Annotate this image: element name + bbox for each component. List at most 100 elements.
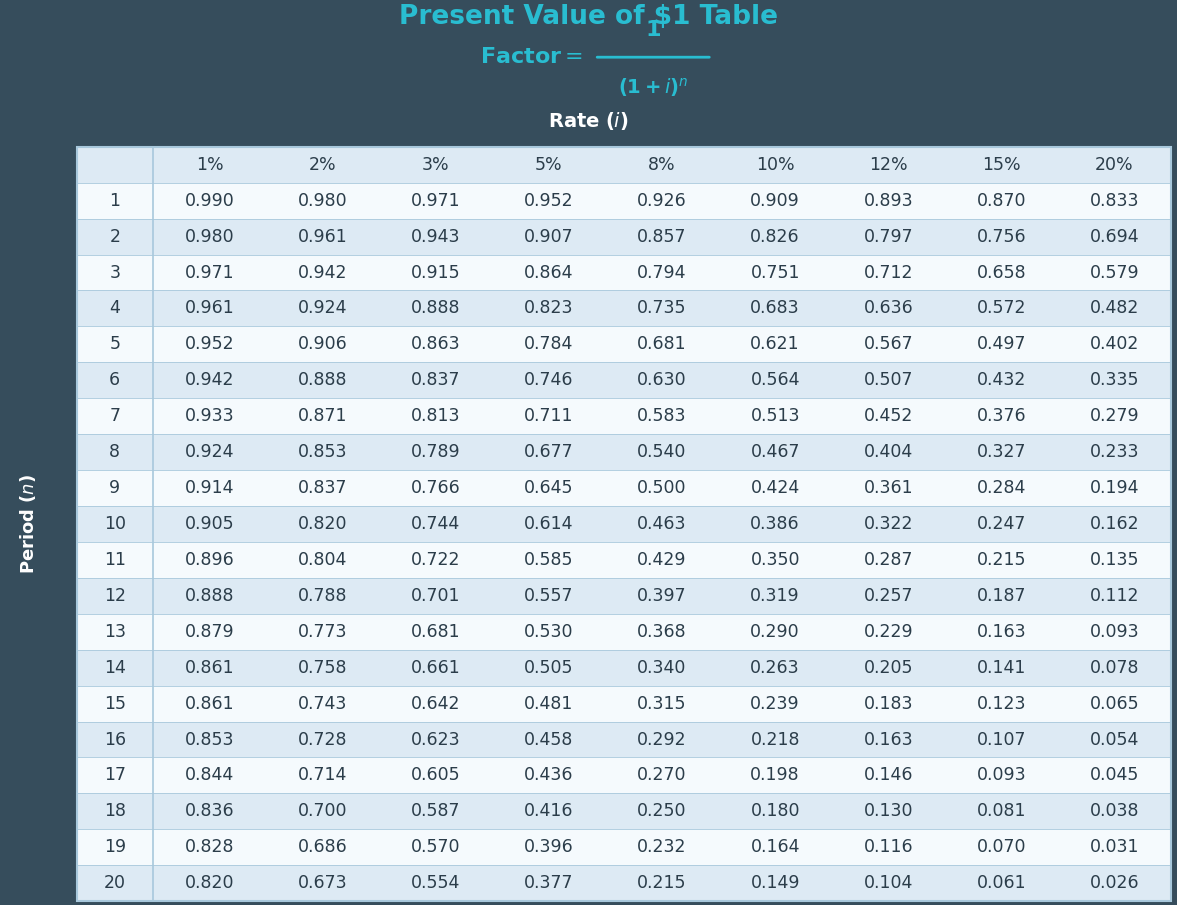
Text: 0.061: 0.061 [977, 874, 1026, 892]
Text: 0.711: 0.711 [524, 407, 573, 425]
Text: 0.070: 0.070 [977, 838, 1026, 856]
Text: 0.864: 0.864 [524, 263, 573, 281]
Text: 0.844: 0.844 [185, 767, 234, 785]
FancyBboxPatch shape [77, 757, 1171, 794]
Text: 4: 4 [109, 300, 120, 318]
Text: 0.971: 0.971 [411, 192, 460, 210]
Text: 0.315: 0.315 [637, 695, 687, 712]
Text: 13: 13 [104, 623, 126, 641]
FancyBboxPatch shape [77, 398, 1171, 434]
Text: 0.879: 0.879 [185, 623, 234, 641]
Text: 2%: 2% [308, 156, 337, 174]
Text: 0.229: 0.229 [864, 623, 913, 641]
Text: 0.540: 0.540 [638, 443, 686, 462]
Text: 0.198: 0.198 [751, 767, 800, 785]
Text: 0.820: 0.820 [298, 515, 347, 533]
Text: 0.621: 0.621 [751, 336, 800, 353]
Text: 0.557: 0.557 [524, 586, 573, 605]
Text: 0.481: 0.481 [524, 695, 573, 712]
Text: 0.247: 0.247 [977, 515, 1026, 533]
Text: 0.432: 0.432 [977, 371, 1026, 389]
Text: 0.924: 0.924 [185, 443, 234, 462]
Text: 0.377: 0.377 [524, 874, 573, 892]
Text: 0.826: 0.826 [751, 228, 800, 245]
Text: 0.961: 0.961 [298, 228, 347, 245]
Text: 0.896: 0.896 [185, 551, 234, 569]
Text: 0.673: 0.673 [298, 874, 347, 892]
Text: 0.980: 0.980 [185, 228, 234, 245]
Text: 0.751: 0.751 [751, 263, 800, 281]
Text: 0.530: 0.530 [524, 623, 573, 641]
Text: 0.078: 0.078 [1090, 659, 1139, 677]
FancyBboxPatch shape [77, 829, 1171, 865]
Text: 0.694: 0.694 [1090, 228, 1139, 245]
Text: 0.863: 0.863 [411, 336, 460, 353]
Text: 0.507: 0.507 [864, 371, 913, 389]
Text: 0.773: 0.773 [298, 623, 347, 641]
Text: 12%: 12% [869, 156, 907, 174]
Text: 0.914: 0.914 [185, 479, 234, 497]
Text: 0.396: 0.396 [524, 838, 574, 856]
Text: 0.645: 0.645 [524, 479, 573, 497]
Text: 10%: 10% [756, 156, 794, 174]
Text: 16: 16 [104, 730, 126, 748]
Text: 3%: 3% [423, 156, 450, 174]
Text: 0.888: 0.888 [298, 371, 347, 389]
Text: 0.971: 0.971 [185, 263, 234, 281]
Text: 0.436: 0.436 [524, 767, 573, 785]
Text: 0.424: 0.424 [751, 479, 800, 497]
Text: 0.257: 0.257 [864, 586, 913, 605]
Text: 0.857: 0.857 [637, 228, 687, 245]
Text: 0.746: 0.746 [524, 371, 573, 389]
Text: 0.065: 0.065 [1090, 695, 1139, 712]
Text: 0.038: 0.038 [1090, 803, 1139, 820]
Text: 0.722: 0.722 [411, 551, 460, 569]
Text: 0.564: 0.564 [751, 371, 800, 389]
Text: 0.614: 0.614 [524, 515, 573, 533]
FancyBboxPatch shape [77, 865, 1171, 901]
Text: 2: 2 [109, 228, 120, 245]
Text: 0.683: 0.683 [751, 300, 800, 318]
Text: 0.833: 0.833 [1090, 192, 1139, 210]
Text: 0.130: 0.130 [864, 803, 913, 820]
Text: 0.335: 0.335 [1090, 371, 1139, 389]
FancyBboxPatch shape [77, 147, 1171, 183]
Text: 20%: 20% [1096, 156, 1133, 174]
Text: 0.327: 0.327 [977, 443, 1026, 462]
Text: 0.836: 0.836 [185, 803, 234, 820]
Text: 0.164: 0.164 [751, 838, 800, 856]
Text: 0.376: 0.376 [977, 407, 1026, 425]
Text: 0.239: 0.239 [751, 695, 800, 712]
Text: 0.350: 0.350 [751, 551, 800, 569]
Text: 0.397: 0.397 [637, 586, 687, 605]
Text: 12: 12 [104, 586, 126, 605]
FancyBboxPatch shape [77, 578, 1171, 614]
Text: 0.279: 0.279 [1090, 407, 1139, 425]
Text: 0.853: 0.853 [298, 443, 347, 462]
Text: 0.933: 0.933 [185, 407, 234, 425]
Text: 1%: 1% [195, 156, 224, 174]
Text: 0.187: 0.187 [977, 586, 1026, 605]
Text: 0.915: 0.915 [411, 263, 460, 281]
Text: 0.402: 0.402 [1090, 336, 1139, 353]
Text: 17: 17 [104, 767, 126, 785]
Text: 0.233: 0.233 [1090, 443, 1139, 462]
Text: 0.756: 0.756 [977, 228, 1026, 245]
Text: 0.500: 0.500 [637, 479, 687, 497]
Text: 0.681: 0.681 [637, 336, 687, 353]
Text: 0.585: 0.585 [524, 551, 573, 569]
Text: 0.943: 0.943 [411, 228, 460, 245]
Text: 0.482: 0.482 [1090, 300, 1139, 318]
Text: 0.861: 0.861 [185, 695, 234, 712]
Text: 0.587: 0.587 [411, 803, 460, 820]
Text: 0.505: 0.505 [524, 659, 573, 677]
Text: 0.823: 0.823 [524, 300, 573, 318]
Text: 0.045: 0.045 [1090, 767, 1139, 785]
Text: 0.743: 0.743 [298, 695, 347, 712]
Text: 0.788: 0.788 [298, 586, 347, 605]
Text: 10: 10 [104, 515, 126, 533]
Text: 18: 18 [104, 803, 126, 820]
Text: 0.942: 0.942 [185, 371, 234, 389]
Text: 0.135: 0.135 [1090, 551, 1139, 569]
Text: 0.361: 0.361 [864, 479, 913, 497]
